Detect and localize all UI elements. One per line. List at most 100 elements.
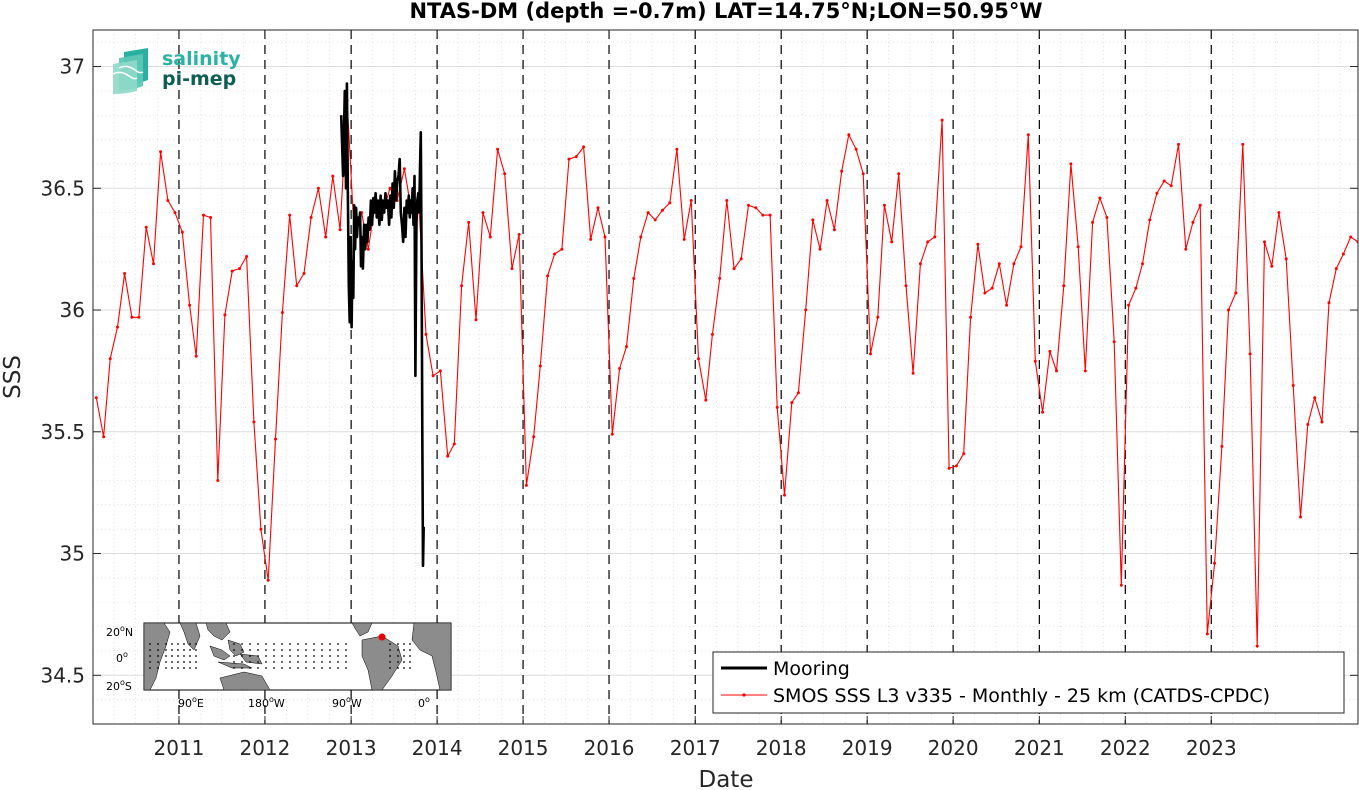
map-mooring-dot	[257, 655, 259, 657]
map-mooring-dot	[189, 667, 191, 669]
map-mooring-dot	[241, 655, 243, 657]
map-mooring-dot	[329, 661, 331, 663]
map-mooring-dot	[289, 655, 291, 657]
smos-data-point	[274, 437, 277, 441]
map-mooring-dot	[409, 667, 411, 669]
map-mooring-dot	[297, 661, 299, 663]
map-mooring-dot	[149, 655, 151, 657]
smos-data-point	[481, 211, 485, 215]
smos-data-point	[503, 172, 507, 176]
smos-data-point	[1327, 301, 1331, 305]
salinity-pi-mep-logo: salinity pi-mep	[112, 48, 241, 94]
map-mooring-dot	[337, 655, 339, 657]
smos-data-point	[882, 203, 886, 207]
smos-data-point	[890, 240, 894, 244]
x-axis-label: Date	[699, 767, 754, 790]
smos-data-point	[159, 150, 163, 154]
smos-data-point	[918, 262, 922, 266]
map-mooring-dot	[265, 649, 267, 651]
smos-data-point	[1284, 257, 1288, 261]
map-mooring-dot	[241, 649, 243, 651]
smos-data-point	[754, 206, 758, 210]
map-mooring-dot	[257, 649, 259, 651]
map-mooring-dot	[345, 661, 347, 663]
map-mooring-dot	[171, 661, 173, 663]
smos-data-point	[1155, 191, 1159, 195]
map-mooring-dot	[305, 661, 307, 663]
map-mooring-dot	[337, 643, 339, 645]
map-mooring-dot	[249, 667, 251, 669]
smos-data-point	[173, 211, 177, 215]
legend-label-mooring: Mooring	[773, 658, 850, 680]
map-lon-label-0: 0o	[418, 695, 430, 710]
smos-data-point	[675, 147, 679, 151]
smos-data-point	[1349, 235, 1353, 239]
smos-data-point	[1055, 369, 1058, 373]
map-mooring-dot	[157, 667, 159, 669]
legend: Mooring SMOS SSS L3 v335 - Monthly - 25 …	[712, 651, 1345, 714]
map-mooring-dot	[165, 655, 167, 657]
smos-data-point	[452, 442, 456, 446]
smos-data-point	[1012, 262, 1016, 266]
map-mooring-dot	[321, 655, 323, 657]
smos-data-point	[130, 315, 134, 319]
map-mooring-dot	[177, 655, 179, 657]
smos-data-point	[1220, 444, 1224, 448]
map-mooring-dot	[195, 667, 197, 669]
smos-data-point	[302, 272, 306, 275]
map-mooring-dot	[289, 649, 291, 651]
map-mooring-dot	[409, 649, 411, 651]
smos-data-point	[818, 247, 822, 251]
smos-data-point	[517, 233, 521, 236]
map-mooring-dot	[189, 661, 191, 663]
smos-data-point	[467, 220, 471, 224]
smos-data-point	[1306, 423, 1310, 426]
smos-data-point	[997, 262, 1001, 266]
x-tick-label: 2011	[154, 736, 205, 760]
map-mooring-dot	[389, 661, 391, 663]
map-mooring-dot	[389, 649, 391, 651]
smos-data-point	[962, 452, 966, 456]
plot-area	[93, 30, 1358, 724]
smos-data-point	[1313, 396, 1317, 400]
axis-ticks	[93, 30, 1358, 724]
map-mooring-dot	[165, 643, 167, 645]
smos-data-point	[238, 267, 241, 271]
y-tick-label: 36	[60, 298, 85, 322]
smos-data-point	[1341, 252, 1345, 256]
smos-data-point	[324, 235, 328, 239]
map-mooring-dot	[177, 667, 179, 669]
map-mooring-dot	[321, 661, 323, 663]
smos-data-point	[546, 274, 550, 278]
smos-data-point	[567, 157, 571, 161]
plot-frame	[92, 29, 1359, 725]
smos-data-point	[123, 272, 127, 275]
smos-data-point	[1299, 515, 1302, 519]
map-mooring-dot	[257, 661, 259, 663]
y-axis-label: SSS	[0, 355, 26, 399]
smos-data-point	[1334, 267, 1338, 271]
map-mooring-dot	[345, 643, 347, 645]
smos-data-point	[1270, 264, 1274, 268]
smos-data-point	[402, 167, 406, 171]
smos-data-point	[668, 201, 672, 205]
smos-data-point	[1291, 384, 1295, 387]
map-mooring-dot	[171, 655, 173, 657]
smos-data-point	[1033, 359, 1037, 363]
smos-data-point	[280, 311, 284, 314]
smos-data-point	[969, 315, 973, 319]
smos-data-point	[180, 230, 184, 234]
x-tick-label: 2018	[756, 736, 807, 760]
map-mooring-dot	[273, 649, 275, 651]
map-mooring-dot	[313, 667, 315, 669]
smos-data-point	[661, 208, 664, 212]
smos-data-point	[582, 145, 586, 149]
map-mooring-dot	[177, 643, 179, 645]
smos-data-point	[424, 332, 428, 336]
smos-data-point	[574, 155, 578, 159]
smos-data-point	[682, 237, 686, 241]
x-tick-label: 2022	[1100, 736, 1151, 760]
map-mooring-dot	[257, 667, 259, 669]
map-mooring-dot	[233, 655, 235, 657]
y-tick-labels: 34.5 35 35.5 36 36.5 37	[40, 55, 85, 688]
